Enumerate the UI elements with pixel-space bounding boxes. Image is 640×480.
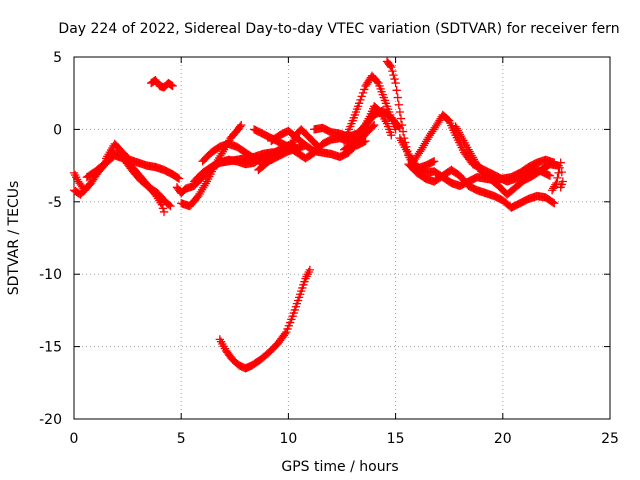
y-tick-labels: -20 -15 -10 -5 0 5 — [39, 50, 62, 428]
data-point-plus — [355, 99, 364, 108]
series-pass-midday-3 — [267, 120, 379, 162]
data-point-plus — [370, 120, 379, 130]
data-point-plus — [173, 173, 183, 183]
data-point-plus — [556, 158, 565, 167]
series-pass-evening-2 — [404, 160, 559, 212]
data-point-plus — [391, 78, 400, 88]
data-point-plus — [388, 66, 397, 76]
data-point-plus — [389, 70, 398, 80]
data-point-plus — [158, 204, 168, 213]
data-point-plus — [287, 315, 296, 324]
data-point-plus — [360, 85, 369, 94]
data-point-plus — [368, 122, 378, 131]
data-point-plus — [554, 168, 563, 177]
data-point-plus — [550, 199, 559, 208]
series-pass-deep — [215, 265, 314, 373]
y-axis-title: SDTVAR / TECUs — [6, 181, 22, 296]
data-point-plus — [165, 200, 174, 210]
series-pass-high-short — [147, 76, 177, 92]
plot-frame — [73, 56, 611, 420]
data-point-plus — [168, 81, 177, 91]
data-point-plus — [280, 329, 290, 338]
y-tick-label: 0 — [53, 122, 62, 138]
data-point-plus — [294, 293, 304, 302]
data-point-plus — [398, 127, 408, 136]
data-point-plus — [395, 107, 405, 117]
data-marks — [69, 57, 567, 373]
data-point-plus — [393, 93, 402, 102]
x-tick-labels: 0 5 10 15 20 25 — [70, 431, 619, 447]
data-point-plus — [556, 183, 565, 192]
x-tick-label: 10 — [279, 431, 297, 447]
data-point-plus — [293, 296, 303, 305]
data-point-plus — [288, 312, 297, 321]
series-pass-late — [547, 158, 567, 195]
data-point-plus — [81, 184, 90, 193]
data-point-plus — [283, 324, 292, 334]
y-tick-label: -15 — [39, 340, 62, 356]
data-point-plus — [396, 114, 406, 123]
series-pass-peak-2 — [339, 102, 396, 154]
series-pass-early-4 — [69, 183, 92, 199]
data-point-plus — [397, 120, 407, 130]
data-point-plus — [290, 305, 299, 315]
data-point-plus — [236, 122, 245, 131]
data-point-plus — [167, 81, 176, 90]
data-point-plus — [298, 283, 307, 293]
x-tick-label: 0 — [70, 431, 79, 447]
data-point-plus — [166, 201, 175, 211]
data-point-plus — [300, 277, 309, 286]
y-tick-label: 5 — [53, 50, 62, 66]
chart-title: Day 224 of 2022, Sidereal Day-to-day VTE… — [58, 21, 619, 37]
data-point-plus — [299, 280, 308, 289]
data-point-plus — [285, 318, 295, 327]
data-point-plus — [373, 77, 382, 86]
data-point-plus — [394, 100, 403, 109]
data-point-plus — [297, 286, 306, 296]
data-point-plus — [553, 173, 562, 183]
data-point-plus — [237, 120, 246, 130]
data-point-plus — [282, 327, 291, 337]
data-point-plus — [557, 167, 566, 177]
x-tick-label: 25 — [601, 431, 619, 447]
data-point-plus — [296, 290, 305, 299]
y-tick-label: -10 — [39, 267, 62, 283]
y-tick-label: -20 — [39, 412, 62, 428]
data-point-plus — [386, 61, 395, 70]
data-point-plus — [357, 92, 366, 101]
data-point-plus — [157, 200, 167, 209]
data-point-plus — [284, 321, 293, 330]
series-pass-early-3 — [102, 139, 184, 183]
series-pass-peak-1 — [339, 71, 400, 146]
x-tick-label: 20 — [494, 431, 512, 447]
data-point-plus — [387, 131, 396, 140]
data-point-plus — [292, 299, 302, 308]
x-axis-title: GPS time / hours — [281, 459, 398, 475]
y-tick-label: -5 — [48, 195, 62, 211]
data-point-plus — [548, 198, 558, 207]
data-point-plus — [358, 88, 368, 98]
data-point-plus — [82, 183, 92, 192]
data-point-plus — [174, 174, 184, 183]
data-point-plus — [305, 265, 314, 275]
data-point-plus — [387, 62, 396, 72]
data-point-plus — [392, 86, 401, 95]
x-tick-label: 15 — [387, 431, 405, 447]
data-point-plus — [430, 157, 439, 166]
data-point-plus — [552, 178, 561, 188]
data-point-plus — [159, 207, 169, 217]
data-point-plus — [390, 74, 399, 84]
grid — [74, 57, 610, 419]
data-point-plus — [289, 308, 298, 318]
data-point-plus — [555, 163, 564, 172]
data-point-plus — [291, 302, 301, 311]
data-point-plus — [545, 171, 555, 180]
axis-ticks — [73, 56, 611, 420]
data-point-plus — [356, 95, 365, 105]
x-tick-label: 5 — [177, 431, 186, 447]
